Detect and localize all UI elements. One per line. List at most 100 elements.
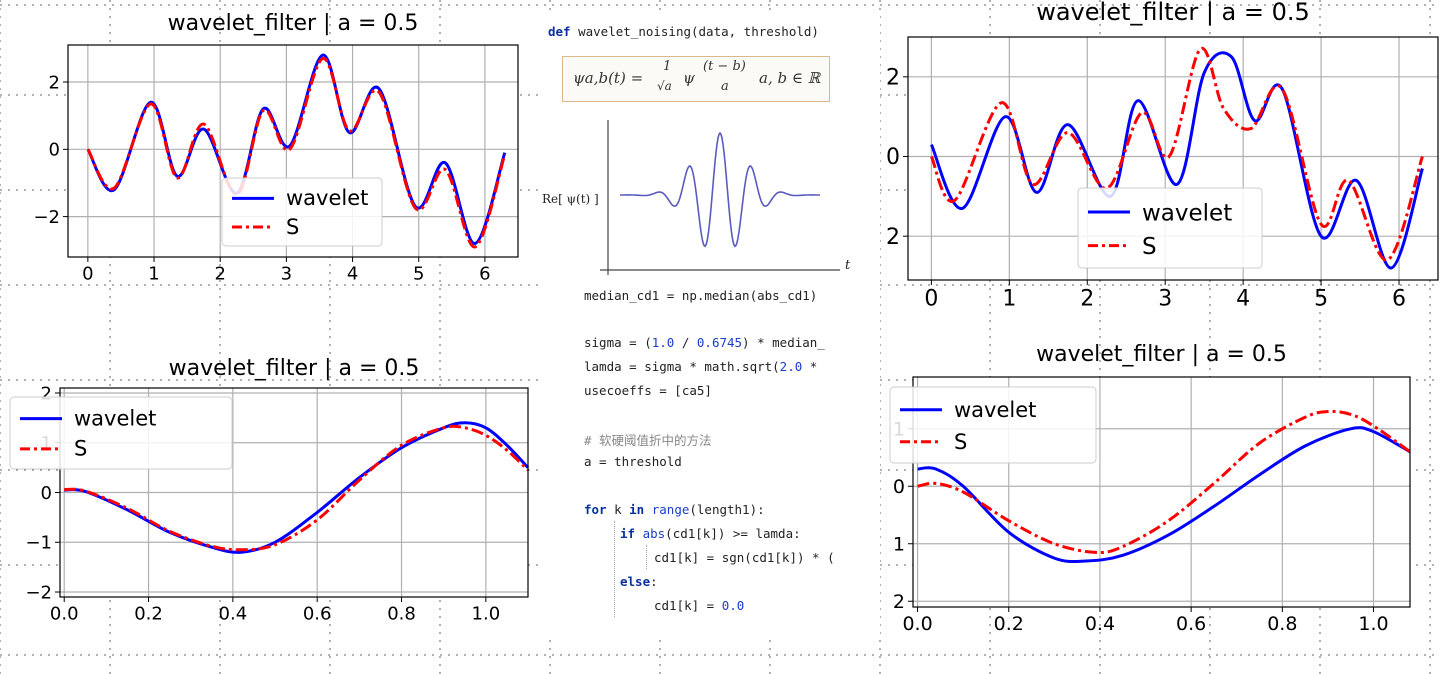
formula-fraction: 1	[663, 59, 672, 74]
code-builtin-abs: abs	[635, 526, 666, 541]
code-line-usecoeffs: usecoeffs = [ca5]	[584, 383, 712, 398]
x-tick-label: 0.0	[50, 603, 79, 624]
formula-denominator: a	[721, 79, 729, 94]
legend-label: wavelet	[286, 186, 368, 210]
formula-numerator: (t − b)	[703, 59, 746, 74]
x-tick-label: 5	[413, 263, 424, 284]
legend-label: S	[1142, 234, 1157, 260]
series-line-s	[64, 424, 530, 552]
code-if-rest: (cd1[k]) >= lamda:	[665, 526, 801, 541]
y-tick-label: 2	[49, 72, 60, 93]
code-for-rest: (length1):	[689, 502, 765, 517]
y-tick-label: 0	[41, 483, 52, 504]
code-for-var: k	[606, 502, 630, 517]
legend-label: S	[74, 437, 87, 461]
code-keyword-in: in	[629, 502, 645, 517]
code-line-else: else:	[620, 574, 658, 589]
chart-bottom-left: 0.00.20.40.60.81.0−2−1012wavelet_filter …	[9, 356, 530, 624]
y-tick-label: 0	[49, 140, 60, 161]
chart-title: wavelet_filter | a = 0.5	[1036, 342, 1287, 367]
y-tick-label: 2	[41, 383, 52, 404]
y-tick-label: −2	[33, 207, 60, 228]
code-line-if: if abs(cd1[k]) >= lamda:	[620, 526, 801, 541]
code-builtin-range: range	[644, 502, 690, 517]
x-tick-label: 3	[1158, 287, 1172, 312]
axes-frame	[59, 387, 529, 598]
axes-frame	[907, 36, 1439, 281]
x-tick-label: 0.2	[134, 603, 163, 624]
indent-guide	[646, 545, 647, 569]
legend-label: S	[954, 430, 967, 454]
code-keyword-if: if	[620, 526, 636, 541]
formula-sqrt: √a	[657, 79, 672, 93]
legend-label: S	[286, 215, 299, 239]
legend-label: wavelet	[954, 398, 1036, 422]
x-tick-label: 1.0	[472, 603, 501, 624]
x-tick-label: 0	[82, 263, 93, 284]
x-tick-label: 0.8	[387, 603, 416, 624]
code-sigma-num1: 1.0	[651, 335, 675, 350]
chart-bottom-right: 0.00.20.40.60.81.01012wavelet_filter | a…	[889, 342, 1411, 635]
x-tick-label: 0.4	[1085, 613, 1115, 635]
x-tick-label: 0.8	[1267, 613, 1297, 635]
code-panel: def wavelet_noising(data, threshold) ψa,…	[540, 14, 880, 639]
chart-title: wavelet_filter | a = 0.5	[169, 356, 420, 381]
code-zero-prefix: cd1[k] =	[654, 598, 722, 613]
code-sigma-mid: /	[674, 335, 697, 350]
mother-wavelet-plot	[600, 120, 840, 275]
x-tick-label: 4	[347, 263, 358, 284]
x-tick-label: 0.4	[219, 603, 248, 624]
x-tick-label: 1	[148, 263, 159, 284]
code-keyword-for: for	[584, 502, 607, 517]
code-zero-num: 0.0	[721, 598, 745, 613]
series-line-wavelet	[917, 426, 1411, 564]
series-line-wavelet	[930, 51, 1424, 270]
code-lamda-num: 2.0	[779, 359, 803, 374]
x-tick-label: 4	[1236, 287, 1250, 312]
wavelet-plot-xlabel: t	[845, 258, 851, 273]
x-tick-label: 0.0	[902, 613, 932, 635]
x-tick-label: 1	[1002, 287, 1016, 312]
code-sigma-prefix: sigma = (	[584, 335, 652, 350]
y-tick-label: 1	[893, 533, 905, 555]
code-line-a: a = threshold	[584, 454, 682, 469]
code-line-for: for k in range(length1):	[584, 502, 765, 517]
y-tick-label: 2	[886, 66, 900, 91]
code-line-zero: cd1[k] = 0.0	[654, 598, 744, 613]
series-line-s	[86, 56, 507, 249]
legend-box	[9, 396, 233, 470]
code-keyword-else: else	[620, 574, 651, 589]
legend-box	[1077, 187, 1263, 269]
code-sigma-num2: 0.6745	[696, 335, 743, 350]
code-lamda-prefix: lamda = sigma * math.sqrt(	[584, 359, 780, 374]
formula-rhs: a, b ∈ ℝ	[759, 69, 821, 87]
x-tick-label: 1.0	[1358, 613, 1388, 635]
wavelet-formula: ψa,b(t) = 1 √a ψ (t − b) a a, b ∈ ℝ	[562, 56, 830, 102]
code-line-assign: cd1[k] = sgn(cd1[k]) * (	[654, 550, 835, 565]
x-tick-label: 6	[1392, 287, 1406, 312]
legend-box	[221, 177, 383, 247]
code-function-signature: wavelet_noising(data, threshold)	[578, 24, 819, 39]
code-line-median: median_cd1 = np.median(abs_cd1)	[584, 288, 818, 303]
x-tick-label: 0.6	[1176, 613, 1206, 635]
x-tick-label: 2	[214, 263, 225, 284]
y-tick-label: 0	[886, 145, 900, 170]
x-tick-label: 3	[281, 263, 292, 284]
x-tick-label: 6	[479, 263, 490, 284]
code-def-line: def wavelet_noising(data, threshold)	[548, 24, 819, 39]
formula-lhs: ψa,b(t) =	[573, 69, 644, 87]
legend-label: wavelet	[74, 406, 156, 430]
y-tick-label: −1	[25, 533, 52, 554]
y-tick-label: 2	[893, 591, 905, 613]
indent-guide	[614, 521, 615, 617]
chart-top-right: 0 1 2 3 4 5 6 2 0 2 wavelet_filter | a = 0.5 wavele…	[886, 0, 1439, 312]
code-lamda-suffix: *	[802, 359, 818, 374]
code-line-lamda: lamda = sigma * math.sqrt(2.0 *	[584, 359, 817, 374]
y-tick-label: 2	[886, 225, 900, 250]
wavelet-plot-ylabel: Re[ ψ(t) ]	[542, 192, 599, 206]
x-tick-label: 0.2	[994, 613, 1024, 635]
x-tick-label: 5	[1314, 287, 1328, 312]
legend-box	[889, 386, 1097, 464]
formula-psi: ψ	[683, 69, 695, 87]
x-tick-label: 0	[924, 287, 938, 312]
